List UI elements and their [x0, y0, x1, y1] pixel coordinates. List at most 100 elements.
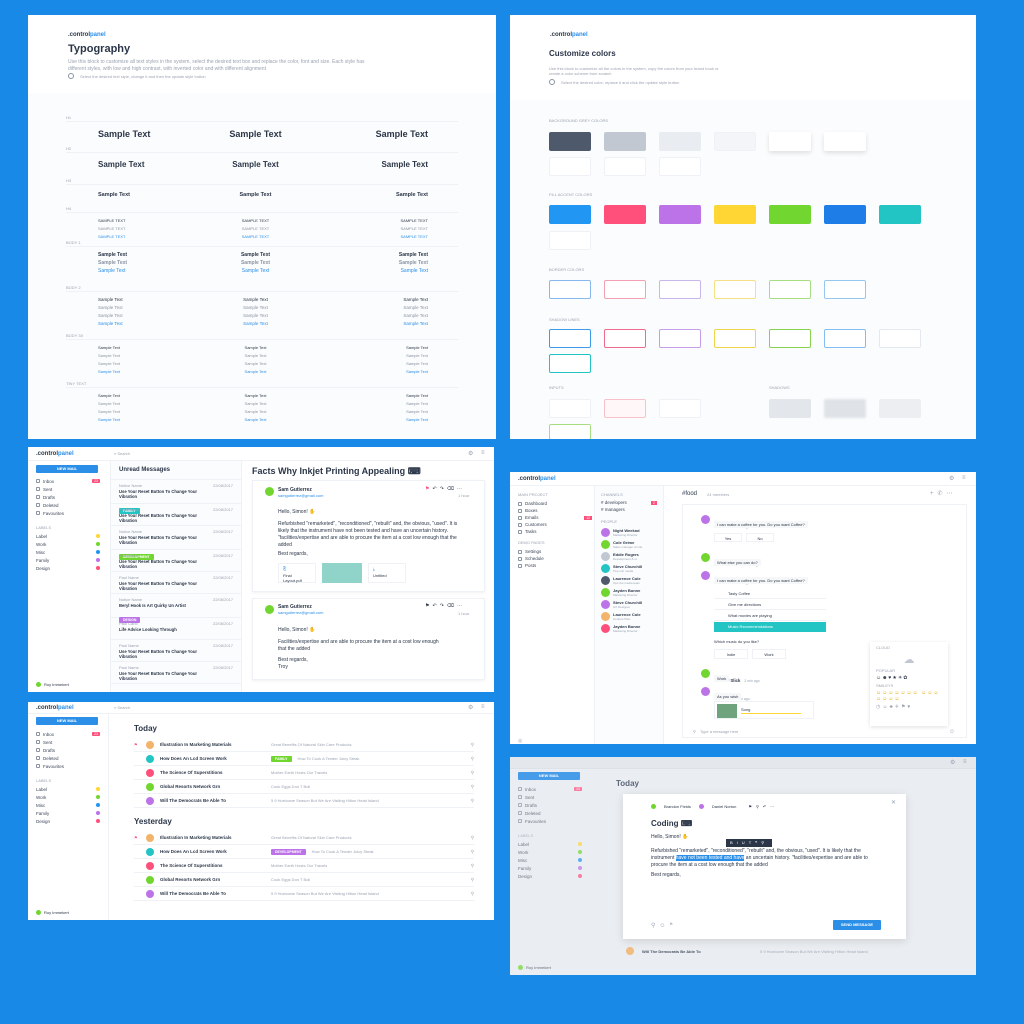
- menu-icon[interactable]: ≡: [963, 759, 967, 765]
- input-swatch[interactable]: [659, 399, 701, 418]
- menu-icon[interactable]: ≡: [481, 704, 485, 710]
- emoji-grid[interactable]: ☺☺☺☺☺☺☺ ☺☺☺☺☺☺☺: [876, 690, 940, 702]
- sample-text[interactable]: SAMPLE TEXT: [241, 226, 270, 231]
- progress-bar[interactable]: [741, 713, 801, 714]
- nav-item-tasks[interactable]: Tasks: [518, 528, 592, 535]
- menu-icon[interactable]: ≡: [481, 450, 485, 456]
- sidebar-item-inbox[interactable]: Inbox 23: [36, 477, 100, 485]
- nav-item-schedule[interactable]: Schedule: [518, 555, 592, 562]
- border-swatch[interactable]: [769, 280, 811, 299]
- table-row[interactable]: ⚑ Illustration In Marketing Materials Grea…: [134, 738, 474, 752]
- sidebar-item-drafts[interactable]: Drafts: [518, 801, 582, 809]
- music-player[interactable]: Song: [714, 701, 814, 719]
- label-item[interactable]: Family: [36, 556, 100, 564]
- input-swatch[interactable]: [549, 399, 591, 418]
- grey-swatch[interactable]: [659, 157, 701, 176]
- grey-swatch[interactable]: [824, 132, 866, 151]
- border-swatch[interactable]: [549, 280, 591, 299]
- accent-swatch[interactable]: [879, 205, 921, 224]
- accent-swatch[interactable]: [659, 205, 701, 224]
- label-item[interactable]: Misc: [36, 801, 100, 809]
- grey-swatch[interactable]: [604, 157, 646, 176]
- input-swatch[interactable]: [549, 424, 591, 439]
- list-item[interactable]: Notice Name 22/08/2017 Use Your Reset Butt…: [111, 480, 241, 514]
- sidebar-item-drafts[interactable]: Drafts: [36, 746, 100, 754]
- recipient-chip[interactable]: Brandon Fields: [664, 804, 691, 809]
- sample-text[interactable]: Sample Text: [98, 129, 151, 139]
- sample-text[interactable]: Sample Text: [406, 393, 428, 398]
- flag-icon[interactable]: ⚑: [134, 835, 138, 840]
- channel-item[interactable]: # developers 2: [601, 500, 657, 505]
- phone-icon[interactable]: ✆: [937, 491, 947, 497]
- accent-swatch[interactable]: [549, 231, 591, 250]
- channel-item[interactable]: # managers: [601, 507, 625, 512]
- sample-text[interactable]: Sample Text: [406, 361, 428, 366]
- list-item[interactable]: Paul Name 22/08/2017 Use Your Reset Button…: [111, 550, 241, 572]
- forward-icon[interactable]: ↷: [439, 486, 447, 492]
- compose-body[interactable]: Refurbished "remarketed", "reconditioned…: [651, 848, 868, 868]
- sample-text[interactable]: Sample Text: [244, 417, 267, 422]
- list-item[interactable]: Paul Name 22/08/2017 Use Your Reset Button…: [111, 572, 241, 594]
- sample-text[interactable]: Sample Text: [98, 160, 145, 169]
- sample-text[interactable]: Sample Text: [98, 192, 130, 198]
- grey-swatch[interactable]: [769, 132, 811, 151]
- last-list-row[interactable]: Will The Democrats Be Able To 5 9 Hurric…: [626, 947, 956, 955]
- label-item[interactable]: Label: [518, 840, 582, 848]
- quick-reply-button[interactable]: No: [746, 533, 774, 542]
- sidebar-item-favourites[interactable]: Favourites: [36, 509, 100, 517]
- label-item[interactable]: Misc: [36, 548, 100, 556]
- border-swatch[interactable]: [604, 280, 646, 299]
- message-input[interactable]: ⚲ Type a message here ☺: [693, 728, 955, 735]
- sidebar-item-deleted[interactable]: Deleted: [36, 501, 100, 509]
- label-item[interactable]: Label: [36, 785, 100, 793]
- new-mail-button[interactable]: NEW MAIL: [36, 717, 98, 725]
- nav-item-customers[interactable]: Customers: [518, 521, 592, 528]
- sidebar-item-sent[interactable]: Sent: [518, 793, 582, 801]
- sample-text[interactable]: Sample Text: [243, 321, 268, 326]
- table-row[interactable]: How Does An Lcd Screen Work FAMILY How To …: [134, 752, 474, 766]
- gear-icon[interactable]: ⚙: [468, 705, 474, 711]
- attach-icon[interactable]: ⚲: [651, 923, 660, 929]
- outline-swatch[interactable]: [824, 329, 866, 348]
- bot-menu-item[interactable]: What movies are playing: [714, 611, 826, 621]
- trash-icon[interactable]: ⌫: [446, 486, 457, 492]
- sample-text[interactable]: Sample Text: [229, 129, 282, 139]
- underline-icon[interactable]: U: [741, 840, 749, 845]
- table-row[interactable]: ⚑ Illustration In Marketing Materials Grea…: [134, 831, 474, 845]
- outline-swatch[interactable]: [714, 329, 756, 348]
- sample-text[interactable]: Sample Text: [98, 268, 126, 274]
- sample-text[interactable]: Sample Text: [98, 321, 123, 326]
- emoji-icon[interactable]: ☺: [948, 728, 955, 735]
- sample-text[interactable]: Sample Text: [403, 313, 428, 318]
- forward-icon[interactable]: ↷: [439, 603, 447, 609]
- sample-text[interactable]: SAMPLE TEXT: [98, 218, 126, 223]
- attach-icon[interactable]: ⚲: [693, 729, 696, 734]
- person-item[interactable]: Cole Grime Sales manager of role: [595, 538, 663, 550]
- sample-text[interactable]: Sample Text: [98, 409, 120, 414]
- sidebar-item-inbox[interactable]: Inbox 23: [518, 785, 582, 793]
- link-icon[interactable]: ⚲: [761, 840, 769, 845]
- person-item[interactable]: Jayden Bonne Marketing Director: [595, 586, 663, 598]
- text-icon[interactable]: T: [748, 840, 756, 845]
- bot-menu-item[interactable]: Give me directions: [714, 600, 826, 610]
- nav-item-posts[interactable]: Posts: [518, 562, 592, 569]
- nav-item-emails[interactable]: Emails 12: [518, 514, 592, 521]
- label-item[interactable]: Family: [36, 809, 100, 817]
- gear-icon[interactable]: ⚙: [468, 451, 474, 457]
- sample-text[interactable]: Sample Text: [375, 129, 428, 139]
- sample-text[interactable]: Sample Text: [98, 260, 128, 266]
- table-row[interactable]: Global Resorts Network Grn Cook Eggs Don …: [134, 873, 474, 887]
- sample-text[interactable]: Sample Text: [232, 160, 279, 169]
- sample-text[interactable]: Sample Text: [381, 160, 428, 169]
- sample-text[interactable]: Sample Text: [239, 192, 272, 198]
- border-swatch[interactable]: [659, 280, 701, 299]
- sample-text[interactable]: Sample Text: [406, 401, 428, 406]
- sample-text[interactable]: Sample Text: [98, 305, 123, 310]
- sample-text[interactable]: Sample Text: [98, 369, 120, 374]
- sample-text[interactable]: Sample Text: [403, 321, 428, 326]
- sample-text[interactable]: Sample Text: [98, 252, 128, 258]
- list-item[interactable]: Notice Name 22/08/2017 Use Your Reset Butt…: [111, 526, 241, 560]
- sample-text[interactable]: SAMPLE TEXT: [98, 234, 126, 239]
- menu-icon[interactable]: ≡: [962, 475, 966, 481]
- sample-text[interactable]: SAMPLE TEXT: [400, 226, 429, 231]
